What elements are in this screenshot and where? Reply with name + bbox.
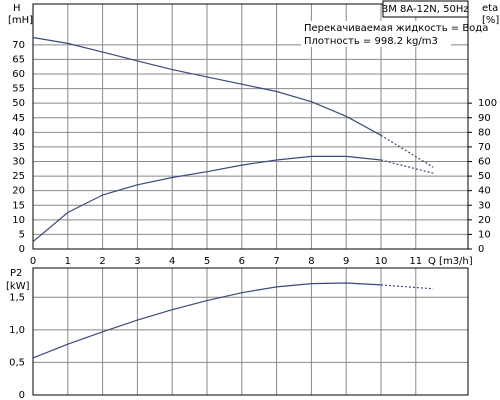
x-tick-label: 8 <box>308 256 314 267</box>
curve <box>380 284 434 290</box>
y-tick-label: 35 <box>12 142 25 153</box>
y2-tick-label: 70 <box>478 142 491 153</box>
x-tick-label: 0 <box>30 256 36 267</box>
y-tick-label: 1,5 <box>9 292 25 303</box>
y-tick-label: 65 <box>12 54 25 65</box>
annotation: Перекачиваемая жидкость = Вода <box>304 23 488 34</box>
y2-label: eta <box>482 3 498 14</box>
y2-tick-label: 90 <box>478 113 491 124</box>
y-tick-label: 15 <box>12 200 25 211</box>
curve <box>380 159 434 174</box>
y2-tick-label: 80 <box>478 127 491 138</box>
y-tick-label: 5 <box>19 229 25 240</box>
x-tick-label: 2 <box>99 256 105 267</box>
y-tick-label: 0 <box>19 244 25 255</box>
y-unit: [mH] <box>8 15 33 26</box>
y-tick-label: 50 <box>12 98 25 109</box>
x-tick-label: 9 <box>343 256 349 267</box>
y2-tick-label: 10 <box>478 229 491 240</box>
x-tick-label: 10 <box>375 256 388 267</box>
y-tick-label: 0 <box>19 390 25 400</box>
y-label: P2 <box>10 268 22 279</box>
x-tick-label: 5 <box>204 256 210 267</box>
curve <box>32 36 382 136</box>
y2-tick-label: 100 <box>478 98 497 109</box>
annotation: Плотность = 998.2 kg/m3 <box>304 36 438 47</box>
y-tick-label: 45 <box>12 113 25 124</box>
curve <box>32 282 382 359</box>
y-tick-label: 20 <box>12 186 25 197</box>
y2-tick-label: 0 <box>478 244 484 255</box>
curve <box>32 155 382 243</box>
y-tick-label: 70 <box>12 40 25 51</box>
x-tick-label: 4 <box>169 256 175 267</box>
annotation-bg <box>301 21 451 47</box>
y-tick-label: 0,5 <box>9 357 25 368</box>
x-label: Q [m3/h] <box>428 256 473 267</box>
x-tick-label: 3 <box>134 256 140 267</box>
y-label: H <box>13 3 21 14</box>
chart-title: BM 8A-12N, 50Hz <box>381 4 468 15</box>
y2-tick-label: 20 <box>478 215 491 226</box>
x-tick-label: 1 <box>65 256 71 267</box>
y-tick-label: 55 <box>12 84 25 95</box>
x-tick-label: 11 <box>409 256 422 267</box>
x-tick-label: 7 <box>273 256 279 267</box>
top-plot-frame <box>32 3 469 250</box>
title-box <box>382 0 469 18</box>
y-tick-label: 1,0 <box>9 325 25 336</box>
y-tick-label: 30 <box>12 157 25 168</box>
y2-tick-label: 40 <box>478 186 491 197</box>
y-unit: [kW] <box>6 281 30 292</box>
bottom-plot-frame <box>32 267 469 396</box>
x-tick-label: 6 <box>239 256 245 267</box>
y2-tick-label: 50 <box>478 171 491 182</box>
y-tick-label: 60 <box>12 69 25 80</box>
y2-tick-label: 60 <box>478 157 491 168</box>
y-tick-label: 25 <box>12 171 25 182</box>
y2-unit: [%] <box>482 15 499 26</box>
y2-tick-label: 30 <box>478 200 491 211</box>
y-tick-label: 10 <box>12 215 25 226</box>
y-tick-label: 40 <box>12 127 25 138</box>
